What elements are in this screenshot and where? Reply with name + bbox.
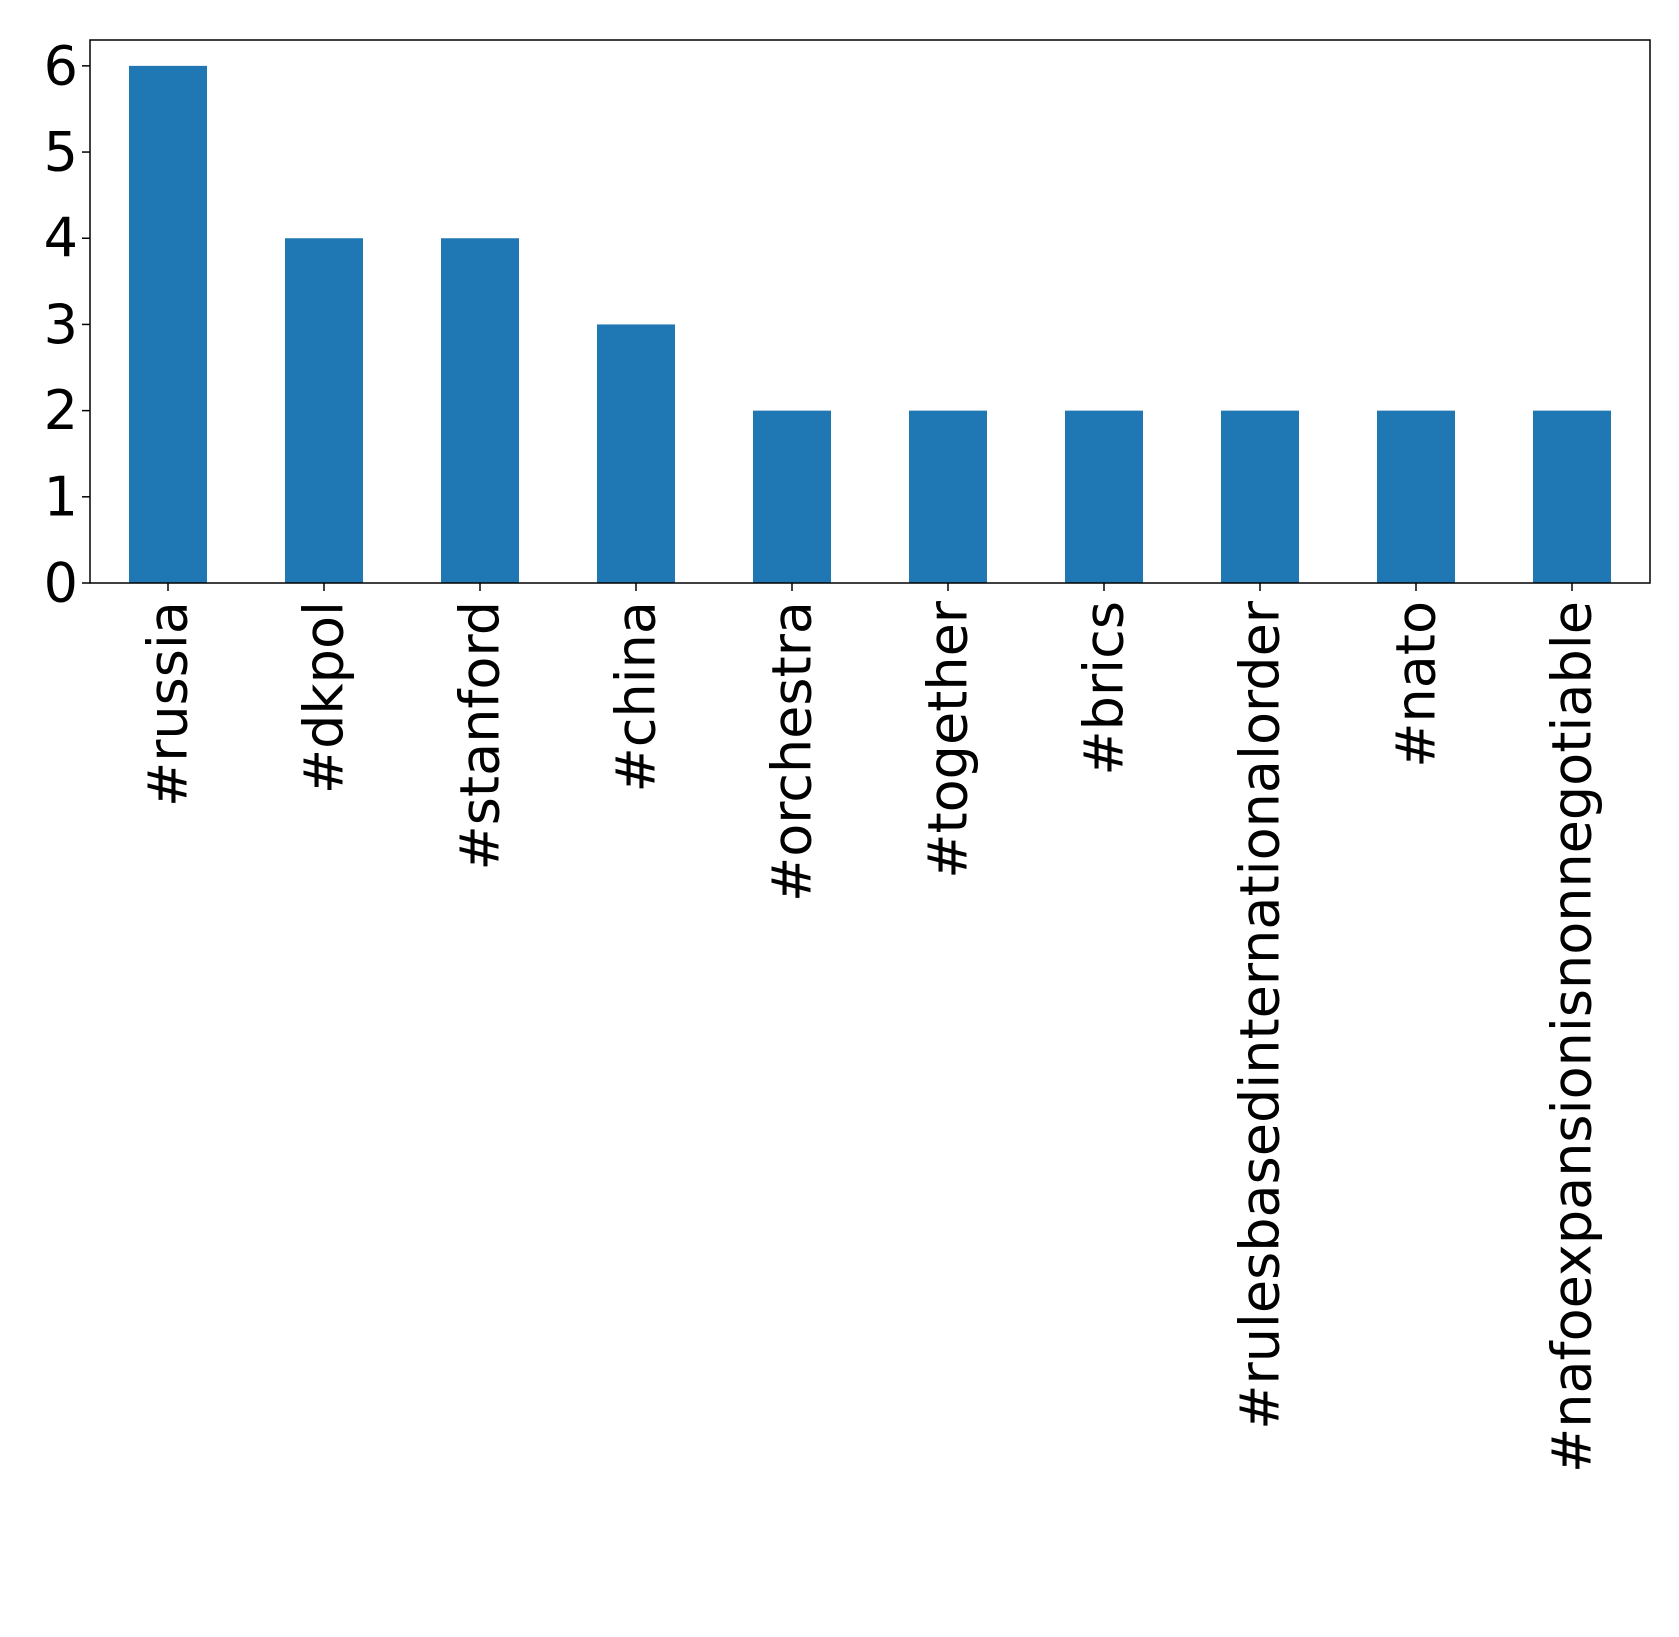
x-tick-label: #together (917, 600, 980, 879)
y-tick-label: 1 (44, 465, 78, 528)
x-axis: #russia #dkpol #stanford #china #orchestra #t… (137, 583, 1604, 1473)
bar-brics (1065, 410, 1143, 583)
bar-stanford (441, 238, 519, 584)
bar-nato (1377, 410, 1455, 583)
x-tick-label: #china (605, 601, 668, 792)
plot-frame (89, 39, 1651, 584)
x-tick-label: #stanford (449, 601, 512, 870)
x-tick-label: #dkpol (293, 601, 356, 794)
bar-dkpol (285, 238, 363, 584)
y-tick-label: 2 (44, 379, 78, 442)
bar-nafoexpansionisnonnegotiable (1533, 410, 1611, 583)
bar-russia (129, 65, 207, 584)
x-tick-label: #brics (1073, 601, 1136, 776)
bar-orchestra (753, 410, 831, 583)
bar-rulesbasedinternationalorder (1221, 410, 1299, 583)
bar-china (597, 324, 675, 583)
x-tick-label: #orchestra (761, 601, 824, 902)
y-tick-label: 6 (44, 34, 78, 97)
bar-together (909, 410, 987, 583)
y-tick-label: 4 (44, 207, 78, 270)
x-tick-label: #russia (137, 601, 200, 807)
x-tick-label: #nato (1385, 601, 1448, 768)
bars-layer (129, 65, 1611, 584)
y-tick-label: 3 (44, 293, 78, 356)
y-tick-label: 5 (44, 121, 78, 184)
x-tick-label: #rulesbasedinternationalorder (1229, 600, 1292, 1430)
y-tick-label: 0 (44, 552, 78, 615)
y-axis: 0 1 2 3 4 5 6 (44, 34, 90, 615)
x-tick-label: #nafoexpansionisnonnegotiable (1541, 601, 1604, 1473)
